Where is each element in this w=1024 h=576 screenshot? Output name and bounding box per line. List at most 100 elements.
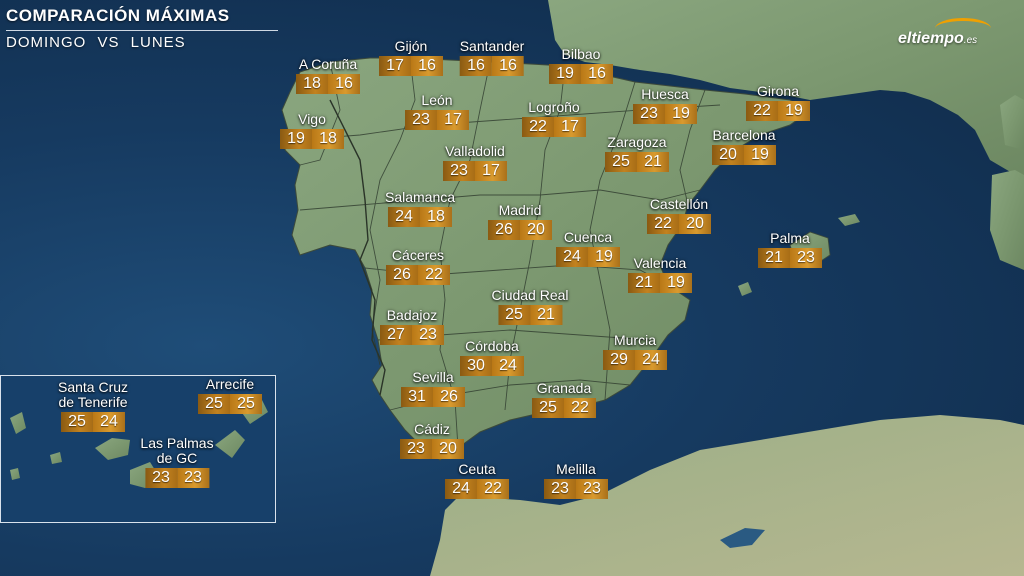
city-name: León bbox=[421, 92, 453, 108]
corsica-island bbox=[1000, 95, 1024, 150]
title-divider bbox=[6, 30, 278, 31]
city-a-coruna: A Coruña 18 16 bbox=[296, 57, 360, 94]
city-cuenca: Cuenca 24 19 bbox=[556, 230, 620, 267]
city-leon: León 23 17 bbox=[405, 93, 469, 130]
sunday-max-temp: 23 bbox=[443, 161, 475, 181]
city-name: Badajoz bbox=[386, 307, 438, 323]
sunday-max-temp: 23 bbox=[400, 439, 432, 459]
city-name: Bilbao bbox=[561, 46, 601, 62]
page-title: COMPARACIÓN MÁXIMAS bbox=[6, 6, 230, 25]
sunday-max-temp: 17 bbox=[379, 56, 411, 76]
city-name: Santa Cruz de Tenerife bbox=[57, 379, 129, 410]
monday-max-temp: 24 bbox=[492, 356, 524, 376]
brand-name: eltiempo bbox=[898, 30, 964, 47]
city-name: Las Palmas de GC bbox=[140, 435, 214, 466]
monday-max-temp: 26 bbox=[433, 387, 465, 407]
sunday-max-temp: 25 bbox=[198, 394, 230, 414]
city-name: Salamanca bbox=[384, 189, 456, 205]
city-murcia: Murcia 29 24 bbox=[603, 333, 667, 370]
city-madrid: Madrid 26 20 bbox=[488, 203, 552, 240]
sunday-max-temp: 22 bbox=[746, 101, 778, 121]
monday-max-temp: 23 bbox=[177, 468, 209, 488]
monday-max-temp: 16 bbox=[328, 74, 360, 94]
sunday-max-temp: 23 bbox=[633, 104, 665, 124]
sunday-max-temp: 19 bbox=[549, 64, 581, 84]
city-name: Valladolid bbox=[445, 143, 505, 159]
sunday-max-temp: 21 bbox=[628, 273, 660, 293]
monday-max-temp: 19 bbox=[660, 273, 692, 293]
city-name: Cuenca bbox=[563, 229, 613, 245]
city-name: Gijón bbox=[394, 38, 428, 54]
monday-max-temp: 16 bbox=[581, 64, 613, 84]
monday-max-temp: 23 bbox=[412, 325, 444, 345]
city-name: Logroño bbox=[528, 99, 580, 115]
sunday-max-temp: 20 bbox=[712, 145, 744, 165]
sunday-max-temp: 23 bbox=[145, 468, 177, 488]
sunday-max-temp: 23 bbox=[405, 110, 437, 130]
city-vigo: Vigo 19 18 bbox=[280, 112, 344, 149]
page-subtitle: DOMINGO VS LUNES bbox=[6, 34, 186, 51]
city-name: Córdoba bbox=[465, 338, 519, 354]
monday-max-temp: 20 bbox=[432, 439, 464, 459]
sunday-max-temp: 30 bbox=[460, 356, 492, 376]
city-name: Ceuta bbox=[458, 461, 496, 477]
city-palma: Palma 21 23 bbox=[758, 231, 822, 268]
city-name: Cádiz bbox=[414, 421, 450, 437]
sunday-max-temp: 24 bbox=[445, 479, 477, 499]
city-las-palmas-de-gc: Las Palmas de GC 23 23 bbox=[140, 435, 214, 488]
city-barcelona: Barcelona 20 19 bbox=[712, 128, 776, 165]
city-arrecife: Arrecife 25 25 bbox=[198, 377, 262, 414]
monday-max-temp: 19 bbox=[778, 101, 810, 121]
monday-max-temp: 16 bbox=[411, 56, 443, 76]
monday-max-temp: 19 bbox=[588, 247, 620, 267]
monday-max-temp: 24 bbox=[635, 350, 667, 370]
city-castellon: Castellón 22 20 bbox=[647, 197, 711, 234]
sunday-max-temp: 18 bbox=[296, 74, 328, 94]
africa-lake bbox=[720, 528, 765, 548]
title-block: COMPARACIÓN MÁXIMAS DOMINGO VS LUNES bbox=[6, 6, 278, 51]
monday-max-temp: 16 bbox=[491, 56, 524, 76]
city-santander: Santander 16 16 bbox=[459, 38, 525, 76]
city-name: Vigo bbox=[298, 111, 326, 127]
city-name: Cáceres bbox=[391, 247, 445, 263]
city-name: Barcelona bbox=[712, 127, 776, 143]
sunday-max-temp: 25 bbox=[605, 152, 637, 172]
city-name: Zaragoza bbox=[607, 134, 667, 150]
menorca-island bbox=[838, 214, 860, 226]
monday-max-temp: 21 bbox=[530, 305, 562, 325]
monday-max-temp: 20 bbox=[679, 214, 711, 234]
city-name: Melilla bbox=[556, 461, 596, 477]
sunday-max-temp: 25 bbox=[532, 398, 564, 418]
sunday-max-temp: 31 bbox=[401, 387, 433, 407]
sunday-max-temp: 27 bbox=[380, 325, 412, 345]
sunday-max-temp: 26 bbox=[488, 220, 520, 240]
city-ciudad-real: Ciudad Real 25 21 bbox=[491, 288, 569, 325]
monday-max-temp: 19 bbox=[665, 104, 697, 124]
sunday-max-temp: 25 bbox=[498, 305, 530, 325]
sunday-max-temp: 24 bbox=[387, 207, 420, 227]
city-name: A Coruña bbox=[298, 56, 358, 72]
sunday-max-temp: 22 bbox=[522, 117, 554, 137]
city-name: Santander bbox=[459, 38, 525, 54]
city-name: Castellón bbox=[649, 196, 709, 212]
sunday-max-temp: 29 bbox=[603, 350, 635, 370]
monday-max-temp: 17 bbox=[475, 161, 507, 181]
city-salamanca: Salamanca 24 18 bbox=[385, 190, 455, 227]
city-bilbao: Bilbao 19 16 bbox=[549, 47, 613, 84]
city-name: Palma bbox=[770, 230, 810, 246]
monday-max-temp: 20 bbox=[520, 220, 552, 240]
monday-max-temp: 18 bbox=[419, 207, 452, 227]
city-valencia: Valencia 21 19 bbox=[628, 256, 692, 293]
monday-max-temp: 24 bbox=[92, 412, 125, 432]
monday-max-temp: 23 bbox=[576, 479, 608, 499]
city-valladolid: Valladolid 23 17 bbox=[443, 144, 507, 181]
city-cordoba: Córdoba 30 24 bbox=[460, 339, 524, 376]
sunday-max-temp: 23 bbox=[544, 479, 576, 499]
city-name: Sevilla bbox=[412, 369, 454, 385]
sunday-max-temp: 21 bbox=[758, 248, 790, 268]
canarias-inset-frame bbox=[0, 375, 276, 523]
monday-max-temp: 22 bbox=[477, 479, 509, 499]
brand-suffix: .es bbox=[963, 35, 978, 46]
sunday-max-temp: 16 bbox=[459, 56, 492, 76]
city-logrono: Logroño 22 17 bbox=[522, 100, 586, 137]
